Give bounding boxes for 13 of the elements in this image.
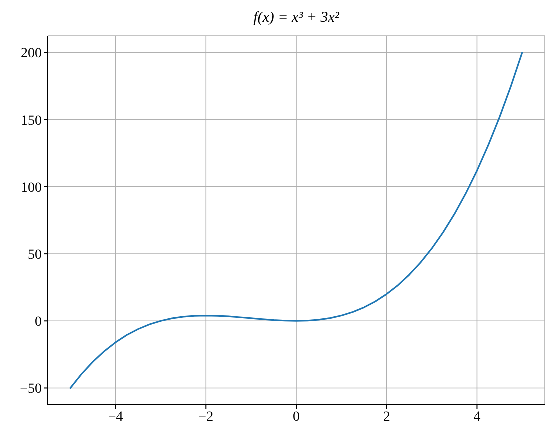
y-tick-label: 50 [28,248,42,264]
y-tick-label: 150 [21,114,42,129]
y-tick-label: 100 [21,180,42,196]
y-tick-label: −50 [20,382,42,398]
chart-title: f(x) = x³ + 3x² [252,9,340,28]
x-tick-label: −2 [198,410,214,425]
x-tick-label: −4 [108,410,124,425]
y-tick-label: 0 [35,315,42,330]
x-tick-label: 2 [383,410,390,425]
x-tick-label: 0 [293,410,300,425]
x-tick-label: 4 [474,410,481,425]
line-series [70,52,524,390]
y-tick-label: 200 [21,46,42,62]
